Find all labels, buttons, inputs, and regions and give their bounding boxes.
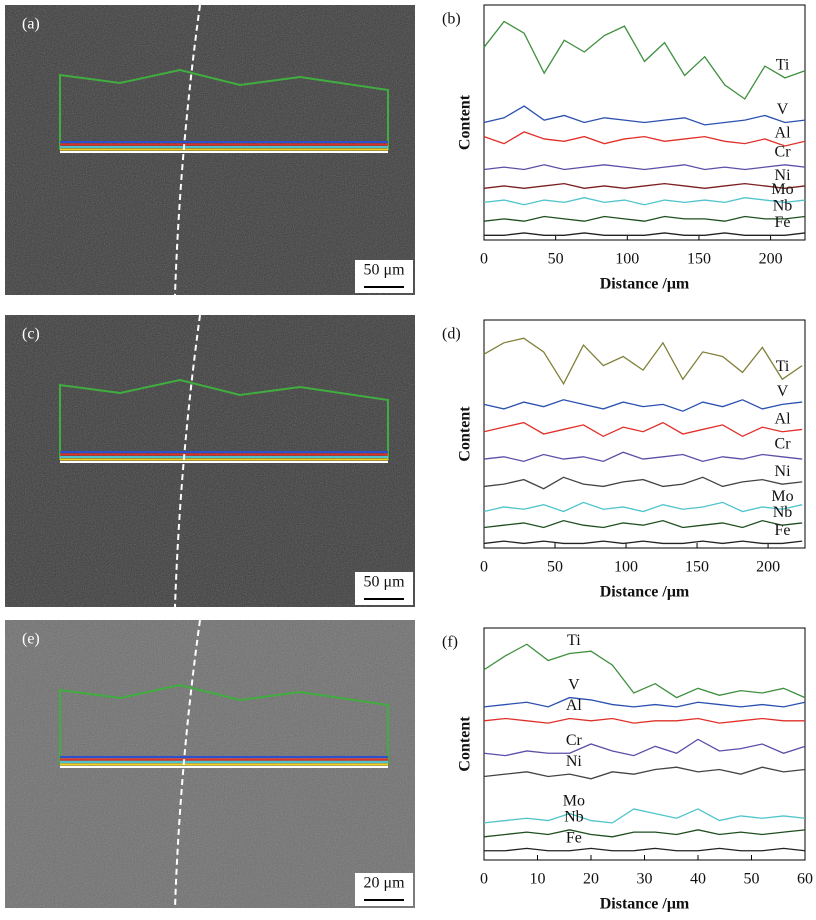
plot-frame [483,319,806,549]
series-line [483,643,806,699]
series-label: V [777,101,789,118]
series-label: Nb [564,809,584,826]
panel-label: (c) [22,326,40,343]
series-line [483,451,803,463]
x-tick-label: 150 [687,251,711,268]
series-line [483,476,803,490]
series-line [483,519,803,529]
series-label: Ni [775,167,792,184]
panel-label: (e) [22,631,40,648]
x-tick-label: 100 [614,559,638,576]
series-label: Cr [566,732,583,749]
series-label: Mo [771,488,793,505]
panel-label: (b) [442,11,461,28]
x-tick-label: 50 [744,871,760,888]
series-line [483,501,803,513]
series-label: Al [775,410,792,427]
x-axis-label: Distance /μm [600,276,690,293]
series-label: Ni [566,753,583,770]
x-tick-label: 50 [547,559,563,576]
series-line [483,105,806,126]
y-axis-label: Content [457,94,474,150]
y-axis-label: Content [457,406,474,462]
series-label: Ni [775,463,792,480]
x-tick-label: 10 [530,871,546,888]
x-tick-label: 200 [756,559,780,576]
panel-label: (d) [442,326,461,343]
panel-label: (f) [442,634,458,651]
series-line [483,197,806,206]
series-line [483,717,805,724]
x-tick-label: 20 [583,871,599,888]
series-label: Al [775,125,792,142]
series-label: Nb [773,198,793,215]
x-tick-label: 50 [548,251,564,268]
x-tick-label: 100 [615,251,639,268]
x-tick-label: 30 [637,871,653,888]
scan-outline [59,378,389,460]
scale-text: 50 μm [363,262,405,279]
series-line [483,131,806,147]
x-axis-label: Distance /μm [600,896,690,913]
series-line [483,696,806,708]
series-line [483,164,806,171]
scan-outline [59,683,389,765]
series-line [483,766,806,780]
series-label: Mo [563,792,585,809]
series-line [483,182,806,189]
series-line [484,232,806,236]
series-line [483,20,806,100]
series-label: Cr [775,143,792,160]
x-axis-label: Distance /μm [600,584,690,601]
x-tick-label: 60 [797,871,813,888]
x-tick-label: 0 [480,251,488,268]
series-label: Fe [775,214,791,231]
series-label: Ti [776,57,790,74]
x-tick-label: 0 [480,559,488,576]
x-tick-label: 150 [685,559,709,576]
scale-text: 50 μm [363,574,405,591]
series-line [483,215,806,222]
series-label: Cr [775,435,792,452]
x-tick-label: 0 [480,871,488,888]
series-label: Ti [567,632,581,649]
series-label: Fe [566,829,582,846]
series-label: Fe [775,522,791,539]
series-line [483,399,803,412]
x-tick-label: 40 [690,871,706,888]
series-label: Mo [771,181,793,198]
y-axis-label: Content [457,716,474,772]
boundary [174,619,201,909]
series-label: V [777,383,789,400]
plot-frame [483,627,806,861]
series-line [483,738,806,757]
boundary [174,4,201,296]
scan-outline [59,68,389,150]
series-line [483,540,803,545]
series-line [484,847,806,852]
series-label: V [568,676,580,693]
series-label: Al [566,697,583,714]
panel-label: (a) [22,16,40,33]
series-line [483,337,803,386]
boundary [174,314,201,608]
scale-text: 20 μm [363,875,405,892]
series-line [483,808,806,824]
series-label: Ti [776,358,790,375]
series-label: Nb [773,504,793,521]
series-line [483,421,803,438]
series-line [483,829,806,838]
x-tick-label: 200 [759,251,783,268]
